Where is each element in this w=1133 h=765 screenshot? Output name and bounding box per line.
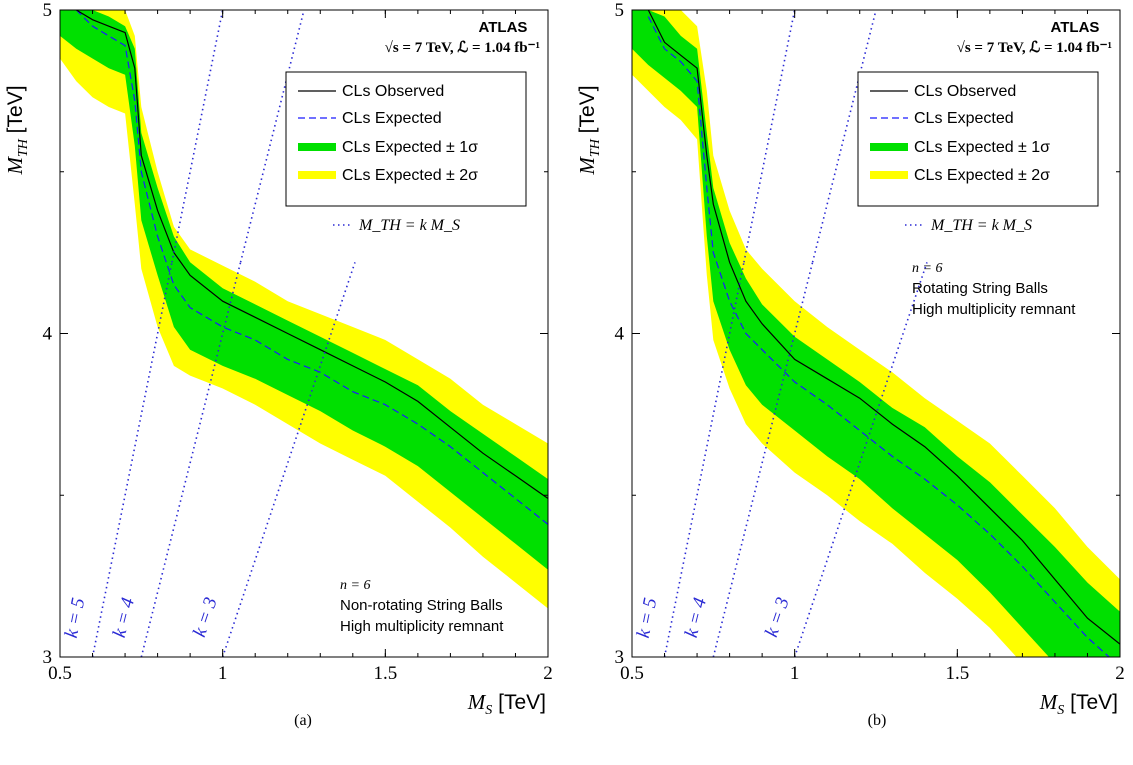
- k-line-label-4: k = 4: [681, 595, 711, 640]
- annotation-n: n = 6: [340, 578, 370, 593]
- y-tick-label: 5: [43, 0, 53, 21]
- legend-kline-label: M_TH = k M_S: [358, 217, 460, 234]
- k-line-label-4: k = 4: [109, 595, 139, 640]
- x-tick-label: 2: [1115, 663, 1125, 684]
- experiment-label: ATLAS: [1051, 19, 1100, 36]
- y-axis-label: MTH [TeV]: [575, 85, 603, 175]
- k-line-label-3: k = 3: [761, 595, 794, 640]
- x-tick-label: 1.5: [373, 663, 397, 684]
- k-line-label-3: k = 3: [189, 595, 222, 640]
- legend-entry: CLs Expected ± 1σ: [914, 139, 1050, 156]
- expected-line: [75, 10, 548, 525]
- k-line-5-upper: [743, 10, 796, 263]
- x-tick-label: 1: [790, 663, 800, 684]
- band-1sigma: [632, 10, 1120, 657]
- legend-swatch-2sigma: [870, 171, 908, 179]
- x-axis-label: MS [TeV]: [467, 690, 546, 718]
- k-line-4-upper: [811, 10, 877, 263]
- y-axis-label-var: M: [3, 156, 27, 176]
- legend-kline-label: M_TH = k M_S: [930, 217, 1032, 234]
- legend-entry: CLs Expected: [914, 110, 1014, 127]
- y-tick-label: 3: [43, 647, 53, 668]
- annotation-line1: Rotating String Balls: [912, 280, 1048, 297]
- plot-area: [632, 10, 1120, 657]
- y-tick-label: 5: [615, 0, 625, 21]
- x-axis-label-var: M: [1039, 690, 1059, 714]
- y-axis-label: MTH [TeV]: [3, 85, 31, 175]
- k-line-5: [663, 262, 745, 657]
- x-axis-label-unit: [TeV]: [1064, 691, 1118, 714]
- k-line-5-upper: [171, 10, 224, 263]
- legend-entry: CLs Expected ± 2σ: [914, 167, 1050, 184]
- k-line-4-upper: [239, 10, 305, 263]
- y-axis-label-var: M: [575, 156, 599, 176]
- y-tick-label: 4: [43, 324, 53, 345]
- observed-line: [75, 10, 548, 499]
- x-axis-label-unit: [TeV]: [492, 691, 546, 714]
- legend-swatch-1sigma: [298, 143, 336, 151]
- legend-box: [857, 71, 1099, 207]
- x-tick-label: 2: [543, 663, 553, 684]
- annotation-line2: High multiplicity remnant: [912, 301, 1076, 318]
- y-axis-label-unit: [TeV]: [4, 85, 27, 139]
- k-line-label-5: k = 5: [61, 596, 90, 640]
- legend-entry: CLs Observed: [914, 83, 1016, 100]
- y-tick-label: 3: [615, 647, 625, 668]
- x-axis-label-var: M: [467, 690, 487, 714]
- annotation-n: n = 6: [912, 261, 942, 276]
- y-axis-label-unit: [TeV]: [576, 85, 599, 139]
- annotation-line2: High multiplicity remnant: [340, 618, 504, 635]
- observed-line: [647, 10, 1120, 645]
- k-line-label-5: k = 5: [633, 596, 662, 640]
- legend-box: [285, 71, 527, 207]
- legend-swatch-2sigma: [298, 171, 336, 179]
- energy-label: √s = 7 TeV, ℒ = 1.04 fb⁻¹: [957, 40, 1112, 56]
- y-axis-label-sub: TH: [588, 138, 603, 157]
- annotation-line1: Non-rotating String Balls: [340, 597, 503, 614]
- k-line-5: [91, 262, 173, 657]
- legend-entry: CLs Expected ± 1σ: [342, 139, 478, 156]
- x-tick-label: 1.5: [945, 663, 969, 684]
- plot-area: [60, 10, 548, 657]
- legend-entry: CLs Observed: [342, 83, 444, 100]
- legend-entry: CLs Expected ± 2σ: [342, 167, 478, 184]
- x-axis-label-sub: S: [485, 703, 492, 718]
- x-tick-label: 0.5: [48, 663, 72, 684]
- x-tick-label: 1: [218, 663, 228, 684]
- x-axis-label: MS [TeV]: [1039, 690, 1118, 718]
- energy-label: √s = 7 TeV, ℒ = 1.04 fb⁻¹: [385, 40, 540, 56]
- x-tick-label: 0.5: [620, 663, 644, 684]
- panel-label: (b): [868, 712, 887, 729]
- panel-label: (a): [294, 712, 312, 729]
- y-axis-label-sub: TH: [16, 138, 31, 157]
- legend-swatch-1sigma: [870, 143, 908, 151]
- legend-entry: CLs Expected: [342, 110, 442, 127]
- y-tick-label: 4: [615, 324, 625, 345]
- expected-line: [647, 16, 1111, 657]
- x-axis-label-sub: S: [1057, 703, 1064, 718]
- experiment-label: ATLAS: [479, 19, 528, 36]
